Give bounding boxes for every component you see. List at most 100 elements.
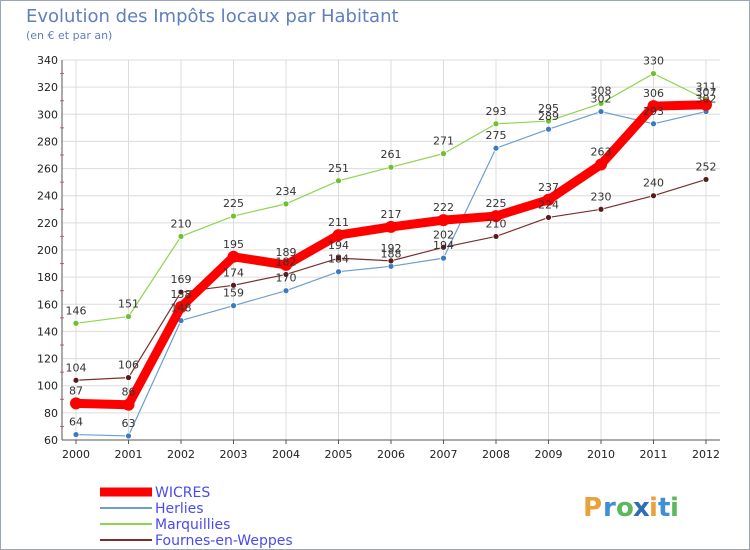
data-point-wicres	[437, 214, 450, 227]
data-label: 289	[538, 110, 559, 123]
logo-letter: r	[603, 493, 616, 523]
data-label: 224	[538, 198, 559, 211]
x-tick-label: 2005	[325, 448, 353, 461]
data-point-wicres	[122, 398, 135, 411]
chart-title: Evolution des Impôts locaux par Habitant	[26, 6, 399, 27]
legend: WICRESHerliesMarquilliesFournes-en-Weppe…	[100, 485, 293, 549]
data-point-wicres	[700, 98, 712, 111]
x-tick-label: 2007	[430, 448, 458, 461]
data-point-fournes-en-weppes	[177, 288, 185, 296]
data-label: 184	[328, 253, 349, 266]
data-point-marquillies	[72, 319, 80, 327]
data-label: 252	[696, 160, 717, 173]
y-tick-label: 60	[44, 434, 58, 447]
data-point-wicres	[70, 397, 82, 410]
data-point-fournes-en-weppes	[545, 214, 552, 221]
data-label: 106	[118, 359, 139, 372]
y-tick-label: 200	[37, 244, 58, 257]
legend-label: Marquillies	[155, 517, 230, 533]
x-tick-label: 2012	[692, 448, 720, 461]
data-label: 210	[171, 217, 192, 230]
data-point-wicres	[542, 193, 555, 206]
data-point-fournes-en-weppes	[440, 243, 447, 251]
data-point-herlies	[230, 302, 237, 310]
data-point-wicres	[227, 250, 240, 263]
data-point-wicres	[647, 100, 660, 113]
data-point-marquillies	[492, 120, 500, 128]
data-point-fournes-en-weppes	[597, 205, 605, 213]
data-point-herlies	[282, 287, 290, 295]
y-tick-label: 300	[37, 108, 58, 121]
x-tick-label: 2008	[482, 448, 510, 461]
data-point-fournes-en-weppes	[387, 257, 395, 265]
y-tick-label: 280	[37, 135, 58, 148]
data-label: 306	[643, 87, 664, 100]
legend-label: Herlies	[155, 501, 204, 517]
y-tick-label: 100	[37, 380, 58, 393]
data-label: 230	[591, 190, 612, 203]
logo-letter: x	[633, 493, 650, 523]
data-label: 210	[486, 217, 507, 230]
data-label: 194	[433, 239, 454, 252]
data-point-marquillies	[335, 177, 342, 185]
data-label: 222	[433, 201, 454, 214]
data-point-marquillies	[230, 212, 237, 220]
data-label: 211	[328, 216, 349, 229]
x-tick-label: 2001	[115, 448, 143, 461]
y-tick-label: 240	[37, 190, 58, 203]
data-label: 146	[66, 304, 87, 317]
data-label: 194	[328, 239, 349, 252]
legend-label: Fournes-en-Weppes	[155, 533, 293, 549]
data-label: 182	[276, 255, 297, 268]
data-point-marquillies	[125, 313, 132, 320]
data-point-marquillies	[177, 233, 185, 240]
data-label: 217	[381, 208, 402, 221]
data-point-herlies	[597, 108, 605, 115]
y-tick-label: 140	[37, 325, 58, 338]
data-label: 275	[486, 129, 507, 142]
y-tick-label: 320	[37, 81, 58, 94]
logo-letter: P	[583, 493, 602, 523]
data-point-herlies	[492, 144, 500, 152]
x-tick-label: 2011	[640, 448, 668, 461]
data-point-wicres	[280, 258, 292, 271]
data-label: 63	[122, 417, 136, 430]
x-tick-label: 2006	[377, 448, 405, 461]
data-label: 158	[171, 288, 192, 301]
data-label: 188	[381, 247, 402, 260]
data-point-marquillies	[650, 70, 657, 77]
legend-label: WICRES	[155, 485, 210, 501]
data-label: 307	[696, 86, 717, 99]
y-tick-label: 220	[37, 217, 58, 230]
data-label: 170	[276, 272, 297, 285]
data-label: 302	[591, 93, 612, 106]
data-point-fournes-en-weppes	[335, 254, 342, 262]
data-point-marquillies	[597, 100, 605, 107]
data-label: 311	[696, 80, 717, 93]
data-point-fournes-en-weppes	[72, 376, 80, 384]
data-label: 169	[171, 273, 192, 286]
data-label: 261	[381, 148, 402, 161]
data-label: 159	[223, 287, 244, 300]
data-label: 192	[381, 242, 402, 255]
data-label: 251	[328, 162, 349, 175]
plot-area: 60 80 100 120 140 160 180 200 220 240 260 280 300 320…	[37, 54, 720, 461]
logo-letter: i	[649, 493, 658, 523]
data-point-herlies	[335, 268, 342, 276]
data-point-herlies	[440, 254, 447, 262]
data-point-marquillies	[545, 117, 552, 125]
x-tick-label: 2010	[587, 448, 615, 461]
y-tick-label: 340	[37, 54, 58, 67]
data-label: 240	[643, 177, 664, 190]
data-label: 330	[643, 55, 664, 68]
data-label: 202	[433, 228, 454, 241]
data-point-fournes-en-weppes	[492, 233, 500, 240]
y-tick-label: 160	[37, 298, 58, 311]
data-point-fournes-en-weppes	[230, 281, 237, 289]
data-point-marquillies	[387, 163, 395, 171]
x-tick-label: 2004	[272, 448, 300, 461]
data-point-wicres	[490, 210, 502, 223]
data-point-fournes-en-weppes	[125, 374, 132, 381]
